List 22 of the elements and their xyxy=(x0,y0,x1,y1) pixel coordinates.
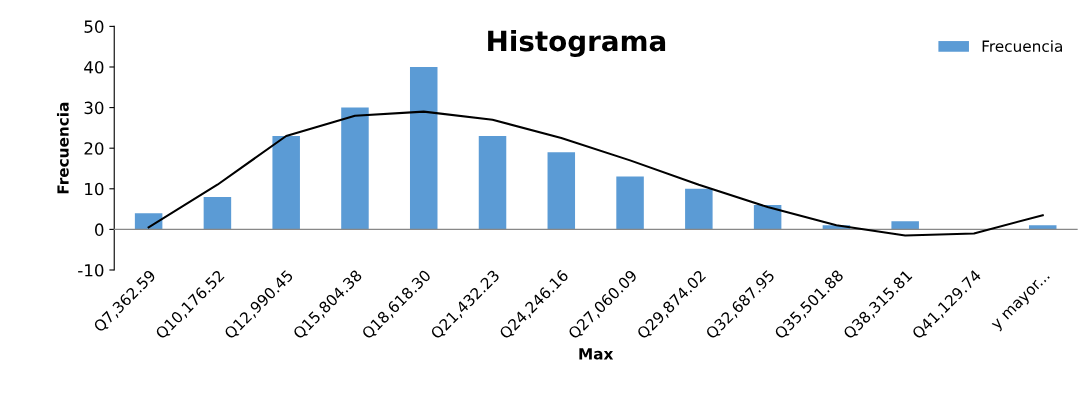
line-series xyxy=(147,110,1044,237)
y-tick-label: 20 xyxy=(84,142,104,155)
bar xyxy=(685,188,713,230)
y-tick-label: 50 xyxy=(84,20,104,33)
y-tick-label: 0 xyxy=(95,223,104,236)
bar xyxy=(1028,225,1057,230)
bar xyxy=(341,107,369,230)
bar xyxy=(891,221,919,230)
bar xyxy=(547,152,576,230)
legend-label: Frecuencia xyxy=(982,40,1062,52)
y-tick-label: 10 xyxy=(85,182,104,196)
bar xyxy=(478,136,507,230)
bar xyxy=(409,66,438,230)
bar xyxy=(753,205,782,230)
bar xyxy=(203,196,232,230)
x-axis-title: Max xyxy=(579,348,614,360)
y-tick-label: 40 xyxy=(84,60,104,74)
y-tick-label: 30 xyxy=(84,101,104,115)
bar xyxy=(616,176,644,230)
y-axis-title: Frecuencia xyxy=(56,102,69,194)
chart-title: Histograma xyxy=(488,29,666,57)
bar xyxy=(272,136,300,230)
